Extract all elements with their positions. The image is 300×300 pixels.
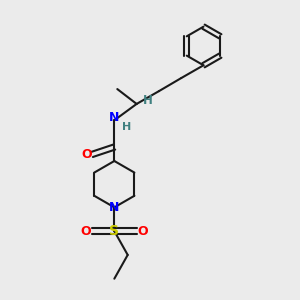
Text: N: N [109, 201, 119, 214]
Text: H: H [143, 94, 153, 107]
Text: S: S [109, 224, 119, 238]
Text: N: N [109, 111, 119, 124]
Text: O: O [80, 225, 91, 238]
Text: O: O [81, 148, 92, 161]
Text: H: H [122, 122, 131, 132]
Text: O: O [138, 225, 148, 238]
